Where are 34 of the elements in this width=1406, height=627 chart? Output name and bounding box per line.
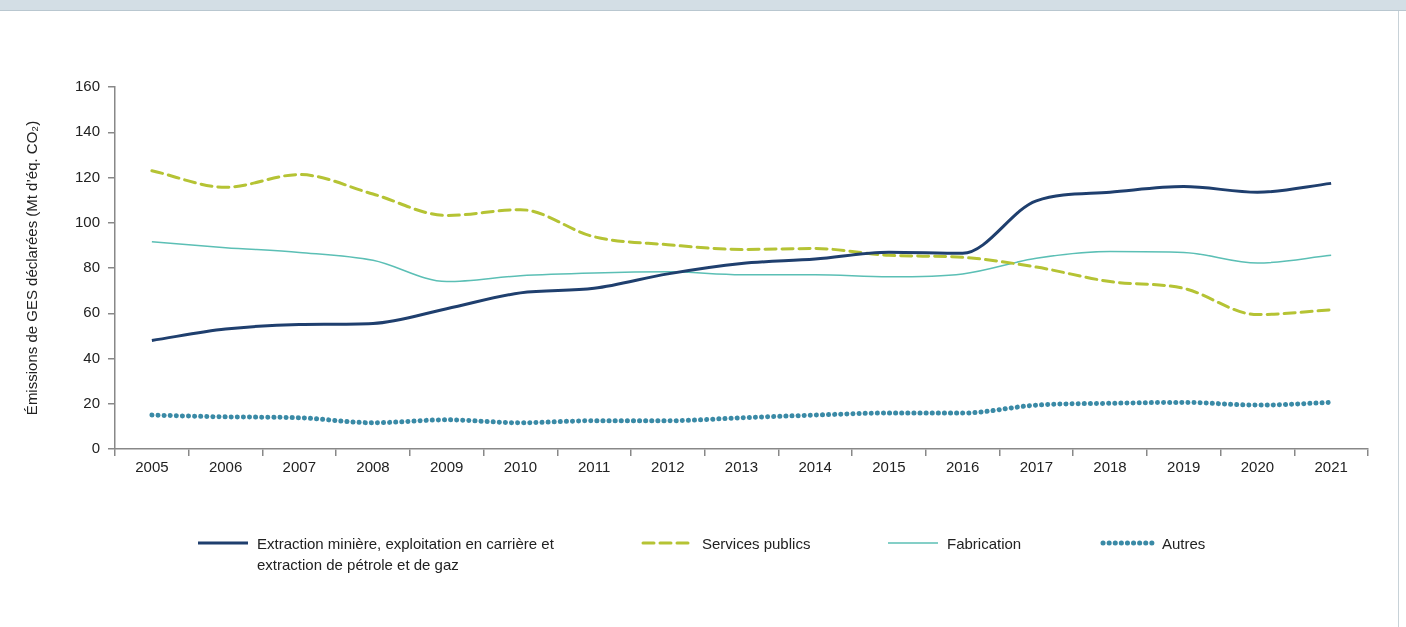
y-tick-label: 100 [75,212,101,230]
x-tick-label: 2013 [724,458,759,476]
y-axis-title: Émissions de GES déclarées (Mt d’éq. CO₂) [23,120,41,416]
x-tick-label: 2010 [503,458,538,476]
x-tick-label: 2009 [430,458,464,476]
x-tick-label: 2007 [282,458,316,476]
x-tick-label: 2012 [651,458,685,476]
y-tick-label: 160 [75,77,101,95]
legend-label: Autres [1162,534,1206,554]
x-tick-label: 2020 [1240,458,1275,476]
x-tick-label: 2018 [1093,458,1127,476]
x-tick-label: 2015 [872,458,906,476]
y-tick-label: 120 [75,167,101,185]
x-tick-label: 2011 [577,458,611,476]
x-tick-label: 2017 [1019,458,1054,476]
line-series [150,169,1333,317]
y-tick-label: 40 [83,348,101,366]
legend-label: Extraction minière, exploitation en carrière et extraction de pétrole et de gaz [257,534,555,575]
x-tick-label: 2008 [356,458,390,476]
y-tick-label: 0 [91,439,101,457]
x-tick-label: 2005 [135,458,169,476]
x-tick-label: 2021 [1314,458,1348,476]
x-tick-label: 2016 [945,458,980,476]
x-tick-label: 2006 [208,458,243,476]
x-tick-label: 2019 [1167,458,1201,476]
y-tick-label: 60 [83,303,101,321]
y-tick-label: 20 [83,393,101,411]
legend-label: Fabrication [947,534,1022,554]
legend-label: Services publics [702,534,811,554]
y-tick-label: 80 [83,258,101,276]
line-series [150,181,1333,342]
x-tick-label: 2014 [798,458,832,476]
line-series [151,241,1332,283]
y-tick-label: 140 [75,122,101,140]
